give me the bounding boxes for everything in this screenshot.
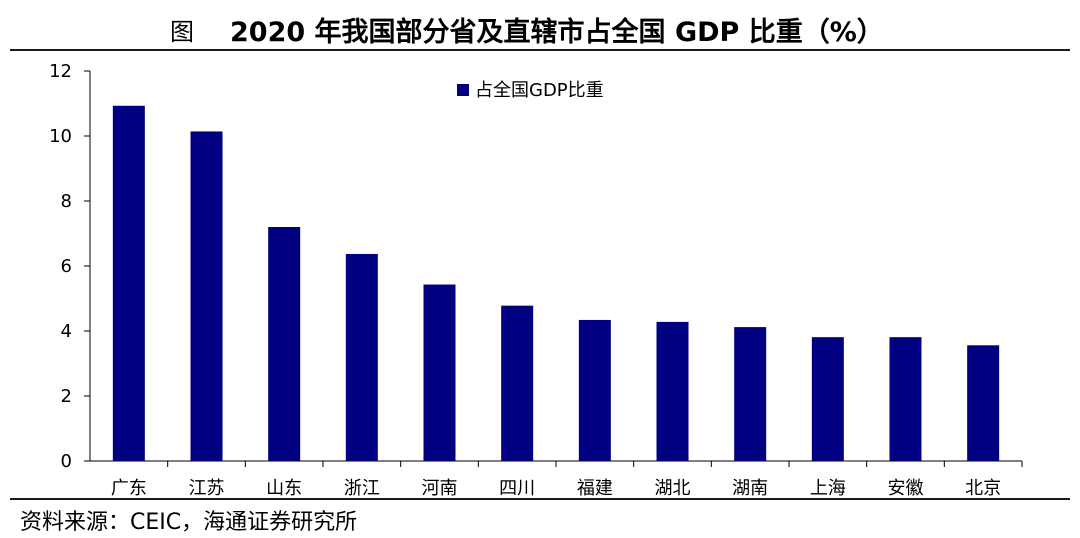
x-category-label: 河南 [422,478,458,498]
y-tick-label: 4 [61,321,72,342]
x-category-label: 广东 [111,478,147,498]
top-rule [10,49,1070,51]
bottom-rule [10,498,1070,500]
y-tick-label: 12 [49,61,72,82]
legend-swatch [457,84,469,96]
legend-label: 占全国GDP比重 [475,80,604,101]
y-tick-label: 0 [61,451,72,472]
bar-10 [811,337,844,461]
x-category-label: 四川 [499,478,535,498]
figure-header: 图 2020 年我国部分省及直辖市占全国 GDP 比重（%） [0,0,1080,50]
bar-5 [423,284,456,461]
source-note: 资料来源：CEIC，海通证券研究所 [20,510,358,535]
x-category-label: 安徽 [888,478,924,498]
bar-12 [967,345,1000,461]
bar-4 [345,253,378,461]
bar-9 [734,327,767,461]
x-category-label: 上海 [810,478,846,498]
bar-1 [112,105,145,462]
bar-7 [578,319,611,461]
bar-8 [656,321,689,461]
bar-3 [268,227,301,461]
bar-11 [889,337,922,461]
x-category-label: 江苏 [189,478,225,498]
y-tick-label: 6 [61,256,72,277]
x-category-label: 山东 [266,478,302,498]
bar-2 [190,131,223,461]
x-category-label: 北京 [965,478,1001,498]
figure-prefix: 图 [170,18,194,46]
x-category-label: 湖南 [732,478,768,498]
x-category-label: 浙江 [344,478,380,498]
bar-chart: 0 2 4 6 8 10 12 广东 江苏 山东 浙江 河南 四川 福建 湖北 湖南 上海 安徽 北京 占全国GDP比… [49,61,1023,498]
x-category-label: 湖北 [655,478,691,498]
y-tick-label: 8 [61,191,72,212]
chart-title: 2020 年我国部分省及直辖市占全国 GDP 比重（%） [230,17,884,48]
y-tick-label: 2 [61,386,72,407]
y-tick-label: 10 [49,126,72,147]
x-category-label: 福建 [577,478,613,498]
bar-6 [501,305,534,461]
